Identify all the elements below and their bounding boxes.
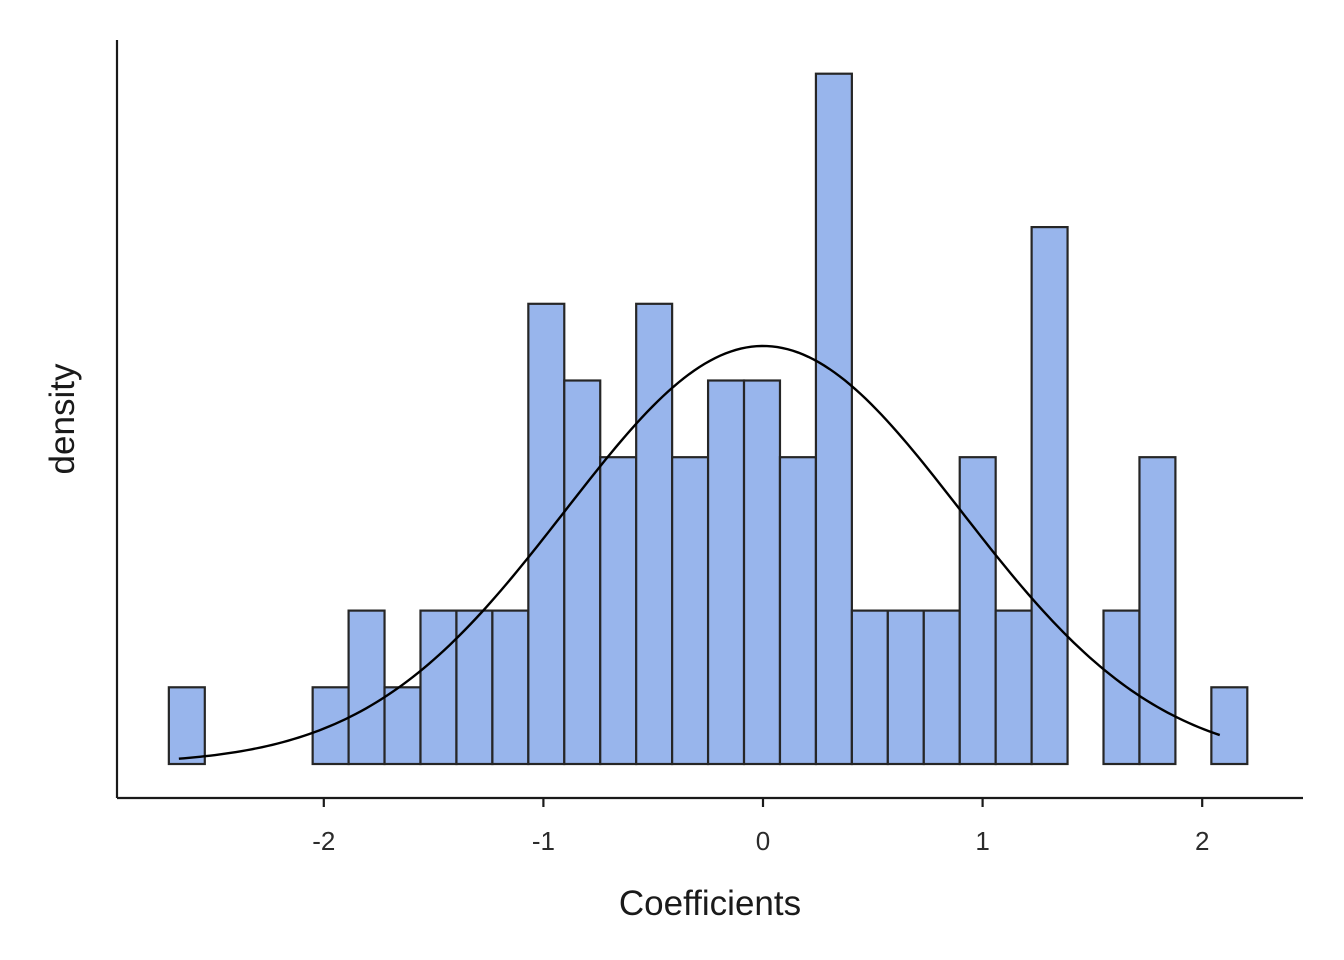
y-axis-title: density: [43, 363, 82, 474]
histogram-bar: [419, 609, 458, 766]
histogram-bar: [706, 379, 746, 766]
x-tick-label: -2: [312, 826, 335, 856]
histogram-bar: [1138, 456, 1177, 766]
x-tick-label: -1: [532, 826, 555, 856]
histogram-bar: [563, 379, 602, 766]
histogram-bar: [886, 609, 925, 766]
histogram-bar: [311, 686, 350, 766]
histogram-bar: [383, 686, 422, 766]
histogram-bar: [671, 456, 710, 766]
x-tick-label: 1: [975, 826, 989, 856]
histogram-bar: [491, 609, 530, 766]
histogram-bar: [958, 456, 997, 766]
histogram-bar: [742, 379, 782, 766]
x-tick-label: 2: [1195, 826, 1209, 856]
histogram-bar: [1102, 609, 1141, 766]
histogram-bar: [455, 609, 494, 766]
x-tick-label: 0: [756, 826, 770, 856]
histogram-bar: [167, 686, 206, 766]
x-axis-title: Coefficients: [619, 884, 801, 923]
x-axis-ticks: -2 -1 0 1 2: [312, 798, 1209, 856]
histogram-bars: [167, 72, 1249, 766]
histogram-bar: [778, 456, 818, 766]
axes: [115, 40, 1303, 800]
histogram-bar: [635, 302, 674, 766]
histogram-bar: [922, 609, 961, 766]
normal-density-curve: [178, 344, 1221, 760]
histogram-bar: [850, 609, 889, 766]
histogram-bar: [347, 609, 386, 766]
histogram-bar: [599, 456, 638, 766]
histogram-bar: [994, 609, 1033, 766]
histogram-bar: [1210, 686, 1249, 766]
histogram-bar: [1030, 226, 1069, 766]
histogram-bar: [814, 72, 853, 766]
